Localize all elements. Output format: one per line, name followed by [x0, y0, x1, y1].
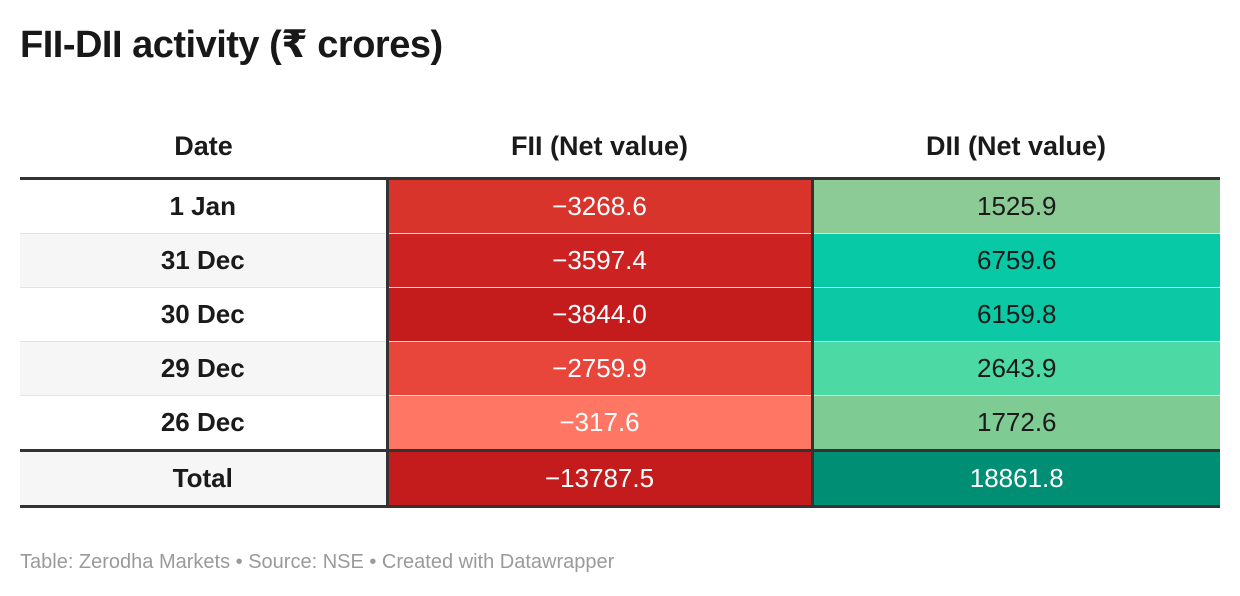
total-row: Total −13787.5 18861.8: [20, 449, 1220, 508]
total-dii-value: 18861.8: [812, 449, 1220, 508]
row-date: 1 Jan: [20, 178, 389, 234]
header-row: Date FII (Net value) DII (Net value): [20, 115, 1220, 180]
table-row: 30 Dec −3844.0 6159.8: [20, 287, 1220, 342]
table-row: 1 Jan −3268.6 1525.9: [20, 178, 1220, 234]
fii-dii-table: Date FII (Net value) DII (Net value) 1 J…: [20, 115, 1220, 508]
row-date: 30 Dec: [20, 287, 389, 342]
row-fii-value: −2759.9: [387, 341, 814, 396]
row-dii-value: 2643.9: [812, 341, 1220, 396]
row-fii-value: −3844.0: [387, 287, 814, 342]
total-fii-value: −13787.5: [387, 449, 814, 508]
page-title: FII-DII activity (₹ crores): [20, 24, 443, 66]
row-dii-value: 1772.6: [812, 395, 1220, 451]
row-date: 26 Dec: [20, 395, 389, 451]
total-label: Total: [20, 449, 389, 508]
header-fii: FII (Net value): [387, 115, 812, 180]
table-row: 31 Dec −3597.4 6759.6: [20, 233, 1220, 288]
row-dii-value: 6159.8: [812, 287, 1220, 342]
header-date: Date: [20, 115, 387, 180]
row-fii-value: −3597.4: [387, 233, 814, 288]
row-date: 31 Dec: [20, 233, 389, 288]
header-dii: DII (Net value): [812, 115, 1220, 180]
row-dii-value: 6759.6: [812, 233, 1220, 288]
source-footer: Table: Zerodha Markets • Source: NSE • C…: [20, 551, 615, 573]
row-fii-value: −3268.6: [387, 178, 814, 234]
row-date: 29 Dec: [20, 341, 389, 396]
table-row: 29 Dec −2759.9 2643.9: [20, 341, 1220, 396]
row-fii-value: −317.6: [387, 395, 814, 451]
table-row: 26 Dec −317.6 1772.6: [20, 395, 1220, 451]
row-dii-value: 1525.9: [812, 178, 1220, 234]
